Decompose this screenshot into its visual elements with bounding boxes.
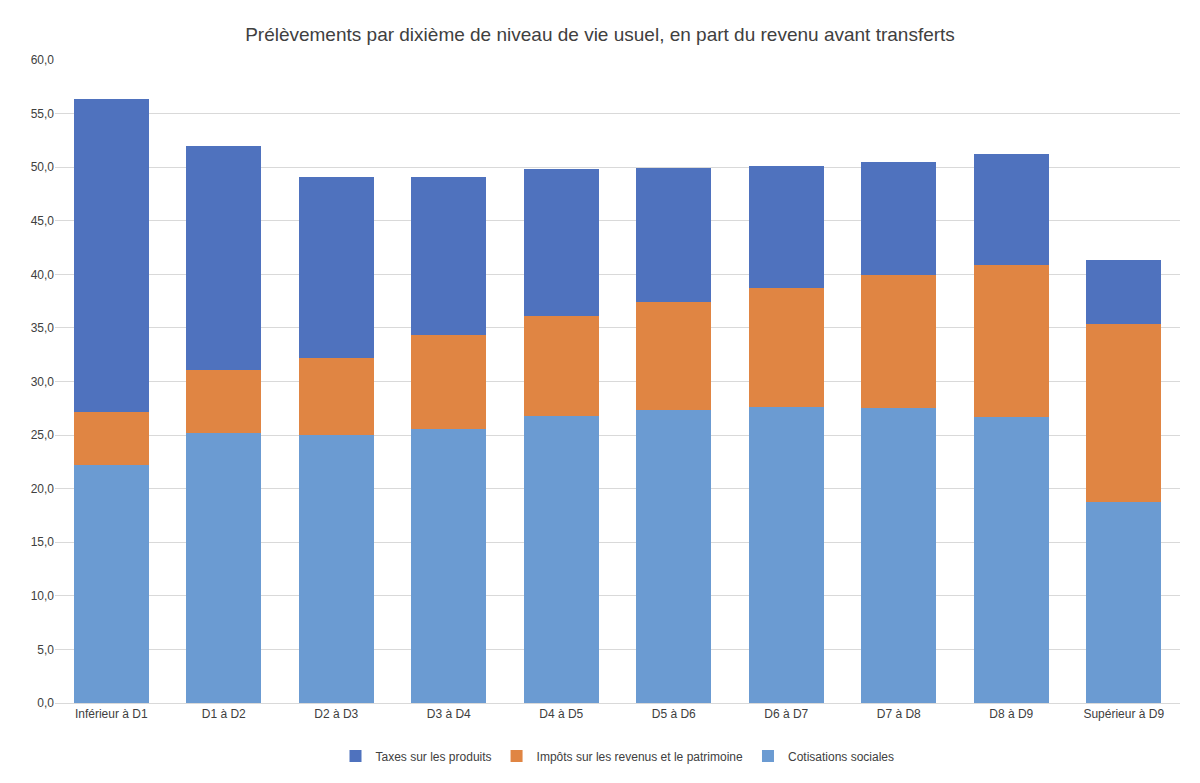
svg-text:50,0: 50,0 (31, 160, 55, 174)
svg-text:35,0: 35,0 (31, 321, 55, 335)
svg-text:45,0: 45,0 (31, 214, 55, 228)
svg-text:Cotisations sociales: Cotisations sociales (788, 750, 894, 764)
svg-text:D3 à D4: D3 à D4 (427, 707, 471, 721)
svg-text:15,0: 15,0 (31, 535, 55, 549)
svg-text:Supérieur à D9: Supérieur à D9 (1083, 707, 1164, 721)
svg-text:25,0: 25,0 (31, 428, 55, 442)
svg-text:0,0: 0,0 (37, 696, 54, 710)
svg-text:D2 à D3: D2 à D3 (314, 707, 358, 721)
svg-text:D4 à D5: D4 à D5 (539, 707, 583, 721)
svg-text:55,0: 55,0 (31, 107, 55, 121)
svg-text:Taxes sur les produits: Taxes sur les produits (376, 750, 492, 764)
svg-text:Prélèvements par dixième de ni: Prélèvements par dixième de niveau de vi… (245, 24, 955, 45)
svg-text:D7 à D8: D7 à D8 (877, 707, 921, 721)
svg-text:60,0: 60,0 (31, 53, 55, 67)
svg-text:D1 à D2: D1 à D2 (202, 707, 246, 721)
svg-text:Inférieur à D1: Inférieur à D1 (75, 707, 148, 721)
svg-text:Impôts sur les revenus et le p: Impôts sur les revenus et le patrimoine (537, 750, 743, 764)
svg-text:20,0: 20,0 (31, 482, 55, 496)
svg-text:30,0: 30,0 (31, 375, 55, 389)
svg-text:10,0: 10,0 (31, 589, 55, 603)
svg-text:D6 à D7: D6 à D7 (764, 707, 808, 721)
svg-text:D5 à D6: D5 à D6 (652, 707, 696, 721)
svg-text:40,0: 40,0 (31, 268, 55, 282)
svg-text:D8 à D9: D8 à D9 (989, 707, 1033, 721)
svg-text:5,0: 5,0 (37, 643, 54, 657)
